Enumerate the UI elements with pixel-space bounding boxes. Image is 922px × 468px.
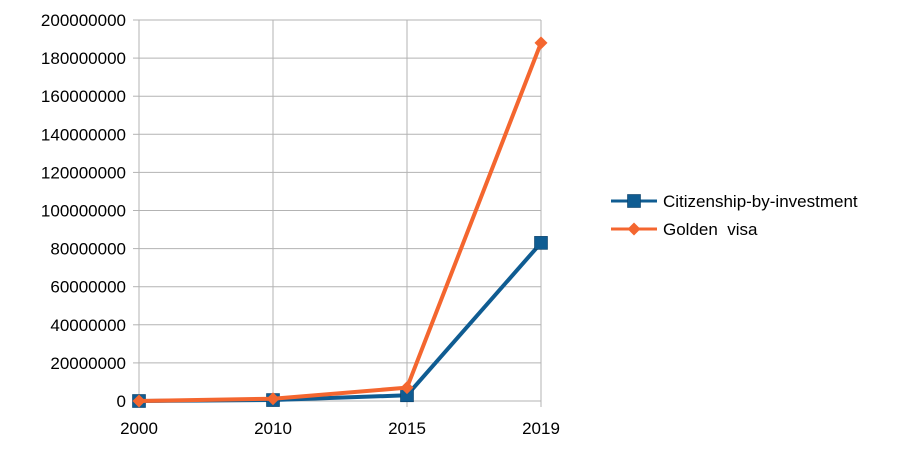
series-1-point [534,236,548,250]
x-tick-label: 2000 [120,419,158,438]
x-tick-label: 2019 [522,419,560,438]
axes [133,19,542,407]
x-axis-tick-labels: 2000 2010 2015 2019 [120,419,560,438]
y-tick-label: 0 [117,392,126,411]
series-2-point [534,36,548,50]
series-lines [132,36,548,408]
y-tick-label: 80000000 [50,240,126,259]
y-tick-label: 160000000 [41,87,126,106]
x-tick-label: 2010 [254,419,292,438]
y-tick-label: 140000000 [41,125,126,144]
y-tick-label: 180000000 [41,49,126,68]
y-tick-label: 20000000 [50,354,126,373]
legend-marker-2 [627,222,641,236]
legend-label-2: Golden visa [663,220,758,239]
series-2-point [400,381,414,395]
series-line-2 [138,42,543,403]
series-line-1 [138,241,543,403]
series-2-point [132,394,146,408]
legend-label-1: Citizenship-by-investment [663,192,858,211]
y-tick-label: 40000000 [50,316,126,335]
grid-lines [138,19,542,402]
y-axis-tick-labels: 0 20000000 40000000 60000000 80000000 1000000… [41,11,126,411]
y-tick-label: 100000000 [41,202,126,221]
legend-marker-1 [627,194,641,208]
y-tick-label: 60000000 [50,278,126,297]
y-tick-label: 200000000 [41,11,126,30]
y-tick-label: 120000000 [41,163,126,182]
x-tick-label: 2015 [388,419,426,438]
series-2-point [266,392,280,406]
legend: Citizenship-by-investment Golden visa [611,192,858,239]
